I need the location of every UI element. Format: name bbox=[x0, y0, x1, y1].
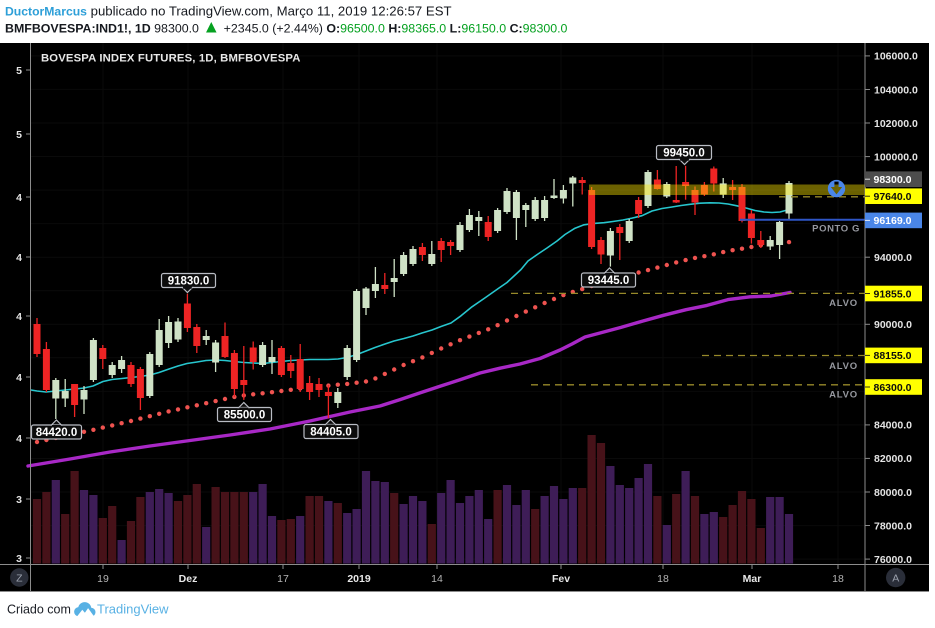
svg-text:84420.0: 84420.0 bbox=[36, 427, 78, 439]
svg-text:3: 3 bbox=[16, 494, 22, 506]
svg-text:14: 14 bbox=[431, 573, 443, 585]
svg-text:76000.0: 76000.0 bbox=[874, 554, 912, 566]
svg-text:93445.0: 93445.0 bbox=[588, 275, 630, 287]
svg-text:DuctorMarcus publicado no Trad: DuctorMarcus publicado no TradingView.co… bbox=[5, 4, 452, 19]
svg-text:4: 4 bbox=[16, 372, 22, 384]
svg-text:4: 4 bbox=[16, 311, 22, 323]
svg-text:88155.0: 88155.0 bbox=[874, 350, 912, 362]
svg-text:82000.0: 82000.0 bbox=[874, 453, 912, 465]
svg-text:98300.0: 98300.0 bbox=[874, 174, 912, 186]
svg-text:BMFBOVESPA:IND1!, 1D 98300.0 ▲: BMFBOVESPA:IND1!, 1D 98300.0 ▲ +2345.0 (… bbox=[5, 17, 568, 37]
svg-text:91830.0: 91830.0 bbox=[168, 275, 210, 287]
svg-text:84405.0: 84405.0 bbox=[310, 426, 352, 438]
svg-text:5: 5 bbox=[16, 65, 22, 77]
svg-text:ALVO: ALVO bbox=[829, 390, 858, 401]
svg-text:5: 5 bbox=[16, 129, 22, 141]
svg-text:91855.0: 91855.0 bbox=[874, 288, 912, 300]
svg-text:A: A bbox=[892, 573, 899, 585]
svg-text:19: 19 bbox=[97, 573, 109, 585]
svg-text:18: 18 bbox=[657, 573, 669, 585]
svg-text:PONTO G: PONTO G bbox=[812, 224, 860, 235]
svg-text:18: 18 bbox=[832, 573, 844, 585]
svg-text:TradingView: TradingView bbox=[97, 602, 169, 617]
svg-text:ALVO: ALVO bbox=[829, 361, 858, 372]
svg-text:86300.0: 86300.0 bbox=[874, 382, 912, 394]
svg-text:85500.0: 85500.0 bbox=[224, 409, 266, 421]
svg-text:Dez: Dez bbox=[179, 573, 198, 585]
svg-text:Mar: Mar bbox=[743, 573, 762, 585]
svg-text:100000.0: 100000.0 bbox=[874, 151, 918, 163]
svg-text:90000.0: 90000.0 bbox=[874, 319, 912, 331]
svg-text:3: 3 bbox=[16, 553, 22, 565]
svg-text:Criado com: Criado com bbox=[7, 603, 71, 617]
svg-text:17: 17 bbox=[277, 573, 289, 585]
svg-text:2019: 2019 bbox=[347, 573, 371, 585]
svg-text:4: 4 bbox=[16, 433, 22, 445]
svg-text:78000.0: 78000.0 bbox=[874, 520, 912, 532]
svg-text:Fev: Fev bbox=[552, 573, 570, 585]
svg-text:96169.0: 96169.0 bbox=[874, 215, 912, 227]
svg-text:Z: Z bbox=[16, 573, 23, 585]
svg-text:102000.0: 102000.0 bbox=[874, 118, 918, 130]
svg-text:BOVESPA INDEX FUTURES, 1D, BMF: BOVESPA INDEX FUTURES, 1D, BMFBOVESPA bbox=[41, 53, 301, 65]
svg-text:ALVO: ALVO bbox=[829, 298, 858, 309]
svg-text:4: 4 bbox=[16, 192, 22, 204]
svg-text:80000.0: 80000.0 bbox=[874, 487, 912, 499]
svg-text:106000.0: 106000.0 bbox=[874, 51, 918, 63]
svg-text:99450.0: 99450.0 bbox=[663, 147, 705, 159]
svg-text:94000.0: 94000.0 bbox=[874, 252, 912, 264]
svg-text:104000.0: 104000.0 bbox=[874, 84, 918, 96]
svg-text:97640.0: 97640.0 bbox=[874, 191, 912, 203]
svg-text:84000.0: 84000.0 bbox=[874, 420, 912, 432]
svg-text:4: 4 bbox=[16, 252, 22, 264]
